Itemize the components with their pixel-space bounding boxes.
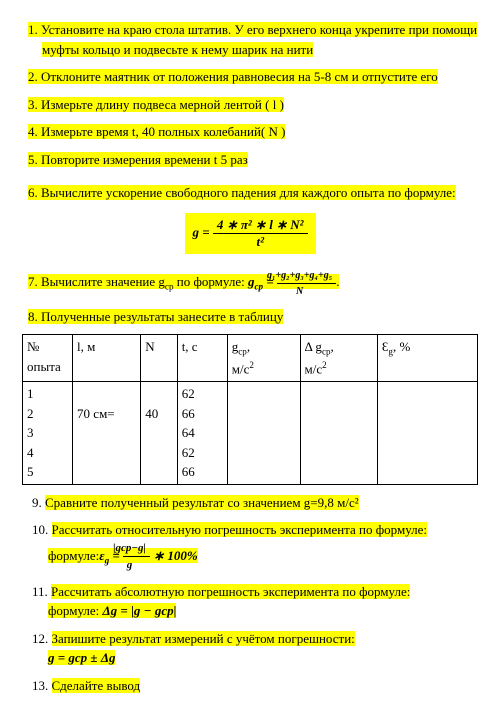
step-4: 4. Измерьте время t, 40 полных колебаний… xyxy=(22,122,478,142)
step-7: 7. Вычислите значение gср по формуле: gс… xyxy=(22,268,478,299)
formula-g: g = 4 ∗ π² ∗ l ∗ N²t² xyxy=(22,213,478,254)
table-header: №опыта l, м N t, с gср,м/с2 Δ gср,м/с2 Ɛ… xyxy=(23,335,478,382)
step-6: 6. Вычислите ускорение свободного падени… xyxy=(22,183,478,203)
step-9: 9. Сравните полученный результат со знач… xyxy=(22,493,478,513)
step-1: 1. Установите на краю стола штатив. У ег… xyxy=(22,20,478,59)
step-8: 8. Полученные результаты занесите в табл… xyxy=(22,307,478,327)
results-table: №опыта l, м N t, с gср,м/с2 Δ gср,м/с2 Ɛ… xyxy=(22,334,478,485)
table-row: 12345 70 см= 40 6266646266 xyxy=(23,382,478,485)
step-3: 3. Измерьте длину подвеса мерной лентой … xyxy=(22,95,478,115)
step-2: 2. Отклоните маятник от положения равнов… xyxy=(22,67,478,87)
step-5: 5. Повторите измерения времени t 5 раз xyxy=(22,150,478,170)
step-11: 11. Рассчитать абсолютную погрешность эк… xyxy=(22,582,478,621)
step-13: 13. Сделайте вывод xyxy=(22,676,478,696)
step-12: 12. Запишите результат измерений с учёто… xyxy=(22,629,478,668)
step-10: 10. Рассчитать относительную погрешность… xyxy=(22,520,478,574)
